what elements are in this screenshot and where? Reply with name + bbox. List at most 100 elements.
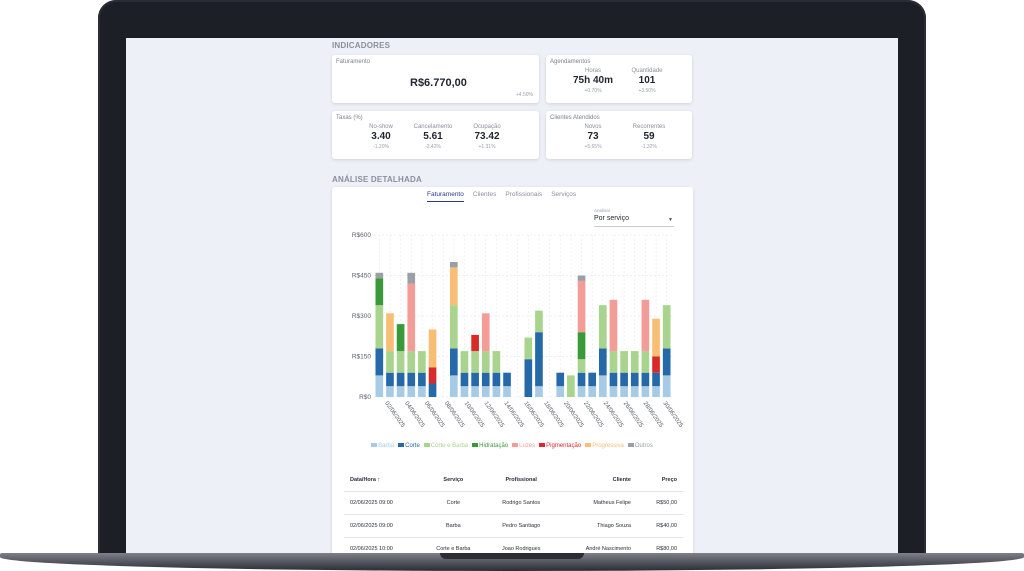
- legend-item[interactable]: Corte e Barba: [423, 442, 468, 451]
- laptop-notch: [440, 553, 584, 559]
- bar-segment-pigmenta-o: [428, 367, 437, 384]
- bar-segment-corte: [577, 372, 586, 387]
- taxas-card: Taxas (%) No-show 3.40 -1.20% Cancelamen…: [332, 111, 539, 159]
- faturamento-card: Faturamento R$6.770,00 +4.50%: [332, 55, 539, 103]
- bar-segment-corte: [460, 372, 469, 387]
- bar-segment-corte: [481, 372, 490, 387]
- metric-value: 73: [587, 131, 599, 142]
- bar-segment-corte: [630, 372, 639, 387]
- bar-segment-progressiva: [652, 318, 660, 357]
- tab-servicos[interactable]: Serviços: [551, 191, 577, 198]
- metric-value: 5.61: [423, 131, 443, 142]
- agendamentos-card: Agendamentos Horas 75h 40m +0.70% Quanti…: [546, 55, 692, 103]
- bar-segment-luzes: [641, 299, 650, 352]
- bar-segment-corte-e-barba: [577, 359, 586, 373]
- bar-segment-corte-e-barba: [609, 351, 618, 373]
- metric-value: 75h 40m: [572, 75, 614, 86]
- bar-segment-luzes: [609, 299, 618, 352]
- bar-segment-corte-e-barba: [418, 351, 426, 373]
- taxas-title: Taxas (%): [336, 115, 363, 121]
- legend-item[interactable]: Barba: [371, 442, 394, 451]
- cell-profissional: Rodrigo Santos: [485, 491, 557, 515]
- table-row[interactable]: 02/06/2025 10:00 Corte e Barba Joao Rodr…: [344, 537, 683, 556]
- bar-segment-barba: [598, 375, 607, 397]
- bar-segment-corte: [449, 348, 458, 376]
- legend-item[interactable]: Hidratação: [472, 442, 508, 451]
- y-tick-label: R$150: [352, 354, 372, 361]
- legend-item[interactable]: Outros: [627, 442, 653, 451]
- bar-segment-luzes: [407, 283, 416, 352]
- bar-segment-corte: [375, 348, 384, 376]
- bar-segment-barba: [535, 386, 543, 397]
- x-tick-label: 06/06/2025: [423, 401, 446, 430]
- bar-segment-barba: [641, 386, 650, 397]
- x-tick-label: 08/06/2025: [443, 401, 466, 430]
- bar-segment-barba: [556, 386, 565, 397]
- metric-label: No-show: [369, 124, 393, 130]
- legend-item[interactable]: Corte: [398, 442, 420, 451]
- x-tick-label: 26/06/2025: [622, 401, 645, 430]
- legend-swatch: [539, 443, 546, 448]
- x-tick-label: 02/06/2025: [383, 401, 406, 430]
- tab-profissionais[interactable]: Profissionais: [505, 191, 543, 198]
- legend-swatch: [423, 443, 430, 448]
- metric-value: 101: [638, 75, 656, 86]
- table-header-row: Data/Hora ↑ Serviço Profissional Cliente…: [344, 469, 683, 492]
- legend-swatch: [627, 443, 634, 448]
- legend-swatch: [585, 443, 592, 448]
- col-cliente[interactable]: Cliente: [556, 469, 637, 492]
- cell-servico: Corte: [420, 491, 486, 515]
- metric-label: Ocupação: [473, 124, 501, 130]
- col-profissional[interactable]: Profissional: [485, 469, 557, 492]
- cell-preco: R$50,00: [636, 491, 683, 515]
- cell-profissional: Pedro Santiago: [485, 514, 557, 538]
- legend-label: Progressiva: [592, 443, 624, 449]
- legend-item[interactable]: Pigmentação: [539, 442, 581, 451]
- chart-legend: Barba Corte Corte e Barba Hidratação Luzes Pi…: [352, 442, 672, 451]
- bar-segment-progressiva: [428, 329, 437, 368]
- agendamentos-title: Agendamentos: [550, 59, 591, 65]
- legend-label: Corte: [405, 443, 420, 449]
- table-row[interactable]: 02/06/2025 09:00 Barba Pedro Santiago Th…: [344, 514, 683, 538]
- bar-segment-luzes: [577, 280, 586, 333]
- table-row[interactable]: 02/06/2025 09:00 Corte Rodrigo Santos Ma…: [344, 491, 683, 515]
- legend-swatch: [371, 443, 378, 448]
- bar-segment-corte-e-barba: [481, 351, 490, 373]
- bar-segment-corte-e-barba: [375, 305, 384, 349]
- bar-segment-corte-e-barba: [535, 310, 543, 333]
- cell-servico: Corte e Barba: [420, 537, 486, 556]
- bar-segment-barba: [503, 386, 511, 397]
- legend-label: Pigmentação: [546, 443, 582, 449]
- metric-recorrentes: Recorrentes 59 -1.32%: [624, 124, 674, 150]
- y-tick-label: R$0: [359, 394, 371, 401]
- col-servico[interactable]: Serviço: [420, 469, 486, 492]
- bar-segment-corte-e-barba: [460, 351, 469, 373]
- bar-segment-corte-e-barba: [567, 375, 575, 397]
- analyze-select[interactable]: Por serviço ▼: [594, 215, 674, 227]
- metric-quantidade: Quantidade 101 +3.50%: [622, 68, 672, 94]
- bar-segment-corte: [620, 372, 628, 387]
- bar-segment-outros: [375, 272, 384, 279]
- indicators-title: INDICADORES: [332, 41, 391, 50]
- bar-segment-corte: [609, 372, 618, 387]
- bar-segment-barba: [588, 386, 597, 397]
- bar-segment-corte: [418, 372, 426, 387]
- metric-ocupacao: Ocupação 73.42 +1.31%: [462, 124, 512, 150]
- bar-segment-hidrata-o: [375, 278, 384, 306]
- clientes-card: Clientes Atendidos Novos 73 +5.65% Recor…: [546, 111, 692, 159]
- bar-segment-corte-e-barba: [407, 351, 416, 373]
- x-tick-label: 30/06/2025: [661, 401, 684, 430]
- analysis-title: ANÁLISE DETALHADA: [332, 175, 422, 184]
- cell-cliente: Matheus Felipe: [556, 491, 637, 515]
- bar-segment-barba: [449, 375, 458, 397]
- x-tick-label: 16/06/2025: [522, 401, 545, 430]
- tab-faturamento[interactable]: Faturamento: [427, 191, 464, 202]
- col-data-hora[interactable]: Data/Hora ↑: [344, 469, 421, 492]
- col-preco[interactable]: Preço: [636, 469, 683, 492]
- legend-item[interactable]: Luzes: [512, 442, 535, 451]
- tab-clientes[interactable]: Clientes: [472, 191, 497, 198]
- bar-segment-barba: [471, 386, 479, 397]
- faturamento-title: Faturamento: [336, 59, 371, 65]
- legend-item[interactable]: Progressiva: [585, 442, 624, 451]
- x-tick-label: 24/06/2025: [602, 401, 625, 430]
